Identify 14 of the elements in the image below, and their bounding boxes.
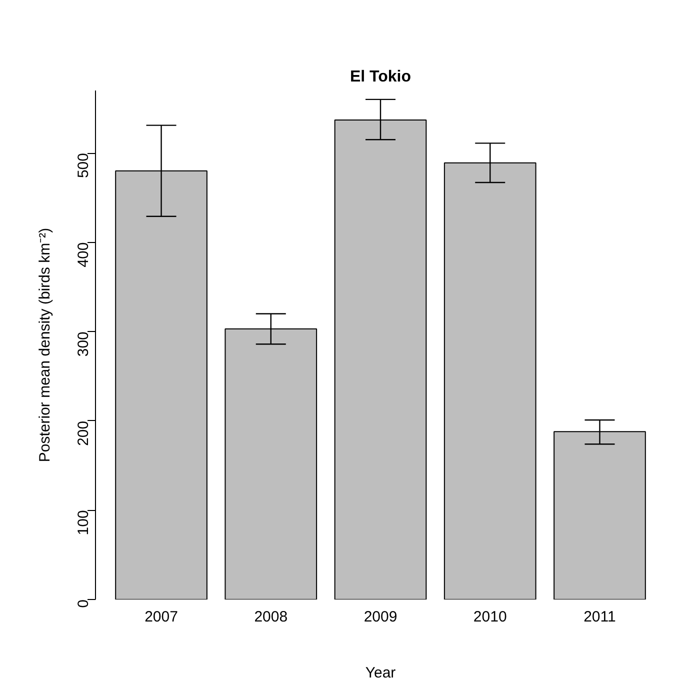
- x-tick-label: 2007: [144, 608, 178, 626]
- y-tick-label: 400: [75, 242, 92, 268]
- y-tick-label: 0: [75, 600, 92, 608]
- x-tick-label: 2008: [254, 608, 288, 626]
- y-tick-label: 300: [75, 332, 92, 357]
- y-tick-label: 200: [75, 420, 92, 446]
- x-axis-title: Year: [365, 664, 396, 682]
- x-tick-label: 2010: [473, 608, 507, 626]
- y-tick-label: 500: [75, 153, 92, 178]
- y-axis-title: Posterior mean density (birds km⁻²): [36, 228, 54, 462]
- y-tick-label: 100: [75, 510, 92, 536]
- x-tick-label: 2011: [584, 608, 616, 626]
- x-tick-label: 2009: [364, 608, 398, 626]
- chart-title: El Tokio: [350, 68, 412, 86]
